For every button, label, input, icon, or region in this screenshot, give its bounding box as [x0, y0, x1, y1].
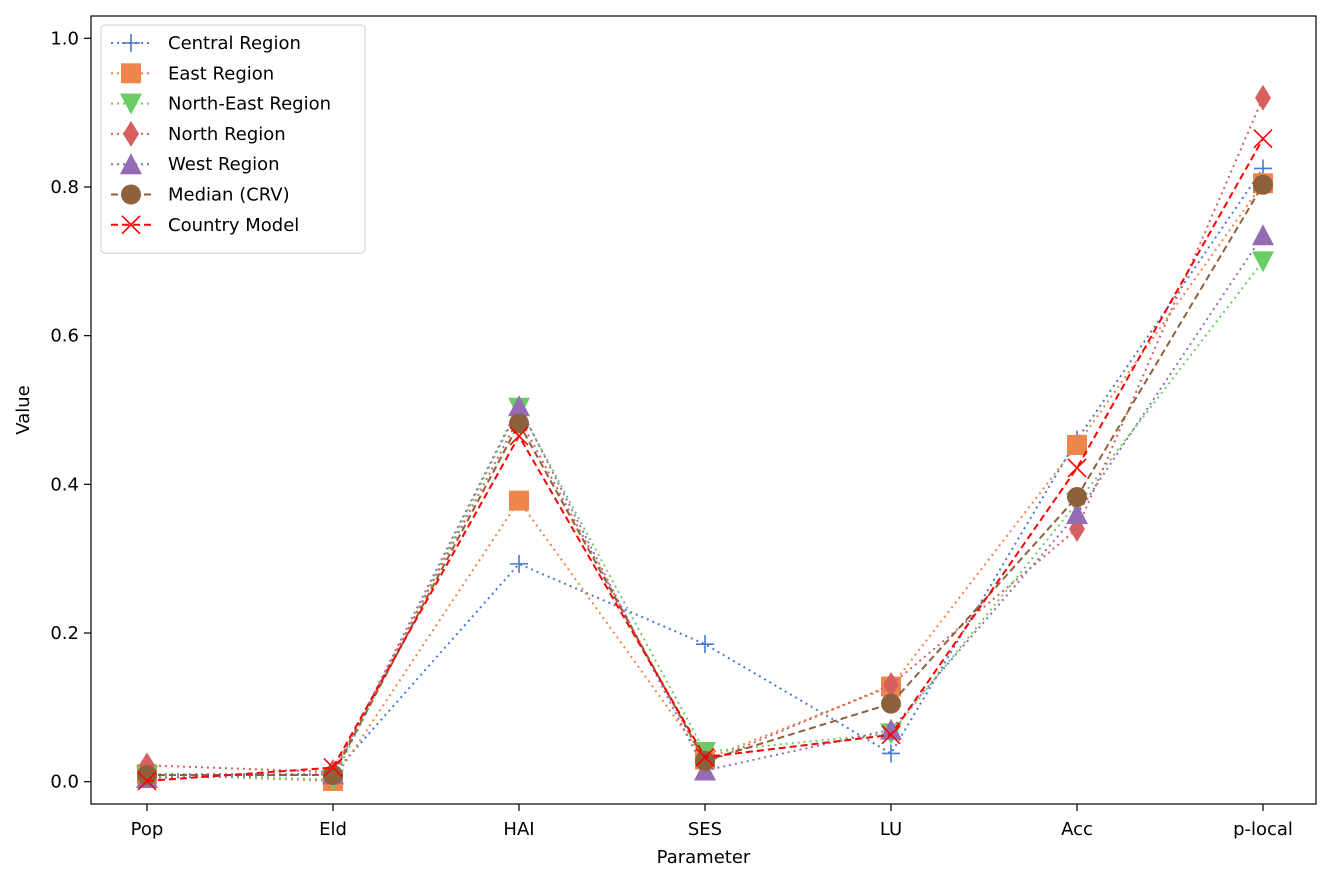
legend-marker	[120, 153, 142, 175]
legend-item: Central Region	[111, 33, 301, 54]
x-tick-label: Acc	[1061, 819, 1093, 840]
legend-item: North-East Region	[111, 93, 331, 115]
data-point	[1255, 84, 1271, 111]
legend-item: North Region	[111, 120, 286, 147]
data-point	[323, 765, 343, 786]
legend-marker	[121, 63, 141, 84]
series-line	[147, 167, 1264, 776]
axes: Pop Eld HAI SES LU Acc p-local 0.0 0.2 0.4 0.6 0.8 1…	[50, 28, 1293, 840]
series-line	[146, 234, 1264, 779]
legend-label: North-East Region	[168, 94, 331, 115]
y-axis-title: Value	[13, 385, 34, 434]
legend-label: Median (CRV)	[168, 185, 290, 206]
x-tick-label: p-local	[1233, 819, 1293, 840]
plot-frame	[90, 15, 1317, 805]
data-point	[510, 554, 528, 573]
data-point	[509, 490, 529, 511]
series-line	[146, 182, 1264, 782]
data-point	[1253, 129, 1273, 149]
legend-label: North Region	[168, 124, 286, 145]
legend-marker	[121, 184, 141, 205]
data-point	[882, 744, 900, 763]
data-point	[695, 747, 715, 767]
series-line	[147, 184, 1264, 777]
data-point	[1067, 458, 1087, 478]
data-point	[883, 672, 899, 699]
series-2	[136, 251, 1274, 791]
series-5	[137, 174, 1273, 786]
data-point	[1066, 503, 1088, 525]
x-tick-label: SES	[688, 819, 722, 840]
legend-item: Country Model	[111, 215, 299, 236]
x-tick-label: HAI	[503, 819, 534, 840]
y-tick-label: 0.6	[50, 326, 79, 347]
x-tick-label: Pop	[131, 819, 164, 840]
legend-marker	[121, 215, 141, 235]
legend-marker	[123, 120, 139, 147]
x-axis-title: Parameter	[657, 847, 751, 868]
series-line	[146, 260, 1264, 781]
legend-label: Central Region	[168, 33, 301, 54]
y-tick-label: 0.2	[50, 623, 79, 644]
data-point	[695, 750, 715, 771]
y-tick-label: 0.8	[50, 177, 79, 198]
legend-marker	[122, 34, 140, 52]
data-point	[1252, 224, 1274, 246]
data-point	[881, 725, 901, 745]
series-4	[136, 224, 1274, 788]
series-6	[137, 129, 1273, 791]
legend-label: East Region	[168, 63, 274, 84]
legend-item: West Region	[111, 153, 280, 175]
series-1	[137, 173, 1273, 791]
legend-label: Country Model	[168, 215, 299, 236]
data-point	[323, 758, 343, 778]
legend-marker	[120, 93, 142, 115]
legend-label: West Region	[168, 154, 280, 175]
data-point	[1067, 434, 1087, 455]
legend-box	[100, 24, 366, 254]
data-point	[509, 426, 529, 446]
plot-area	[136, 84, 1274, 791]
y-tick-label: 0.0	[50, 772, 79, 793]
legend: Central Region East Region North-East Regi…	[100, 24, 366, 254]
y-tick-label: 1.0	[50, 28, 79, 49]
legend-item: East Region	[111, 63, 274, 84]
x-tick-label: LU	[880, 819, 902, 840]
data-point	[1252, 251, 1274, 273]
data-point	[508, 395, 530, 417]
legend-item: Median (CRV)	[111, 184, 290, 206]
y-tick-label: 0.4	[50, 474, 79, 495]
data-point	[880, 718, 902, 740]
data-point	[509, 413, 529, 434]
data-point	[1067, 486, 1087, 507]
data-point	[696, 635, 714, 654]
data-point	[881, 693, 901, 714]
data-point	[137, 771, 157, 791]
data-point	[1253, 174, 1273, 195]
x-tick-label: Eld	[319, 819, 347, 840]
